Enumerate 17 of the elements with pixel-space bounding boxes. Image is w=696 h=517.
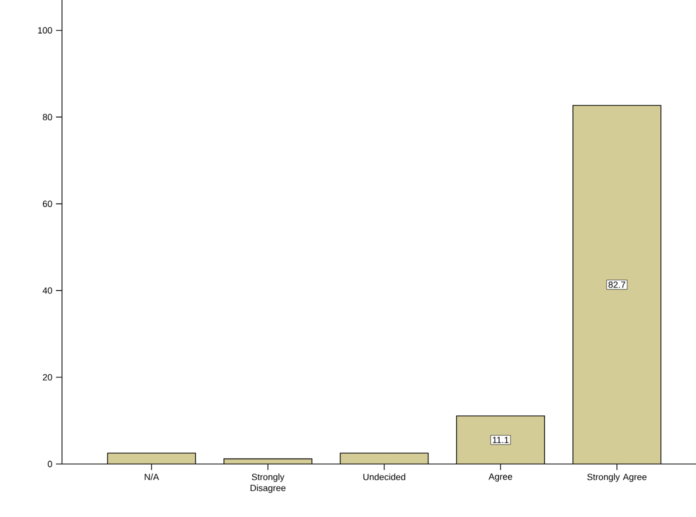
y-tick-label: 40 <box>42 287 52 294</box>
y-tick-label: 100 <box>38 27 52 34</box>
bar <box>108 453 196 464</box>
y-tick-label: 80 <box>42 114 52 120</box>
y-tick-label: 0 <box>48 460 52 468</box>
y-tick-label: 20 <box>42 374 52 380</box>
bar <box>572 104 662 464</box>
x-tick-label: Agree <box>488 474 512 482</box>
bar <box>340 453 428 464</box>
x-tick-label: Strongly Agree <box>587 474 647 482</box>
x-tick-label: N/A <box>144 474 160 480</box>
x-tick-label: Undecided <box>363 474 406 480</box>
data-label: 11.1 <box>492 436 509 444</box>
data-label: 82.7 <box>608 281 626 288</box>
bar <box>456 416 545 464</box>
x-tick-label: Strongly Disagree <box>250 474 286 493</box>
y-tick-label: 60 <box>42 200 52 208</box>
